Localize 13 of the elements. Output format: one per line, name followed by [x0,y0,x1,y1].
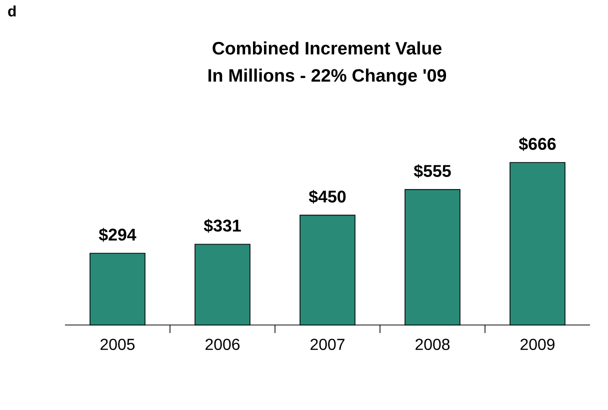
data-label: $555 [414,164,451,178]
data-label: $666 [518,137,556,151]
text: d [8,6,16,16]
data-label: $450 [308,190,346,204]
x-tick-label: 2006 [206,338,240,350]
data-label: $294 [98,228,136,242]
x-tick-label: 2009 [520,338,554,350]
chart-title: Combined Increment Value [212,41,442,55]
x-tick-label: 2008 [416,338,450,350]
data-label: $331 [204,218,241,233]
x-tick-label: 2007 [310,338,344,350]
chart-subtitle: In Millions - 22% Change '09 [208,68,446,86]
x-tick-label: 2005 [100,338,135,350]
